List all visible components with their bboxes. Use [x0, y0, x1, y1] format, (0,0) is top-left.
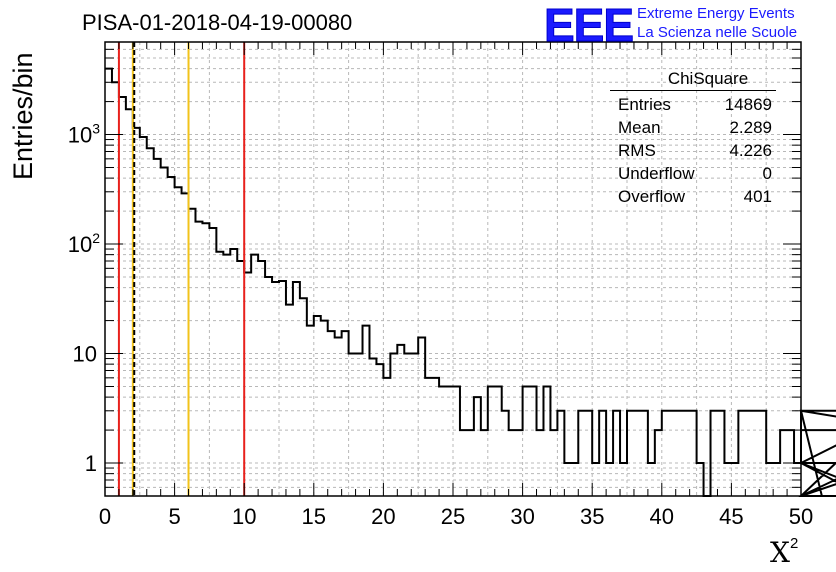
x-tick-label: 0	[99, 504, 111, 529]
stats-label: Overflow	[618, 187, 686, 206]
x-axis-label-superscript: 2	[789, 534, 799, 552]
logo-line-1: Extreme Energy Events	[637, 5, 795, 22]
stats-title: ChiSquare	[667, 69, 749, 88]
stats-label: Underflow	[618, 164, 695, 183]
stats-row-underflow: Underflow 0	[610, 162, 776, 185]
x-tick-label: 45	[719, 504, 743, 529]
x-tick-label: 25	[441, 504, 465, 529]
x-axis-label: X2	[770, 534, 799, 569]
x-tick-label: 15	[302, 504, 326, 529]
x-tick-label: 40	[650, 504, 674, 529]
logo-mark: EEE	[543, 0, 634, 52]
stats-row-mean: Mean 2.289	[610, 116, 776, 139]
stats-rows: Entries 14869 Mean 2.289 RMS 4.226 Underflow 0 O…	[610, 93, 776, 208]
stats-value: 0	[762, 164, 772, 183]
stats-label: Entries	[618, 95, 671, 114]
y-tick-label: 102	[68, 230, 100, 257]
stats-value: 4.226	[729, 141, 772, 160]
stats-box: ChiSquare Entries 14869 Mean 2.289 RMS 4.226 U…	[610, 68, 776, 208]
chart-title: PISA-01-2018-04-19-00080	[82, 10, 353, 35]
y-axis-label: Entries/bin	[8, 52, 38, 180]
stats-label: RMS	[618, 141, 656, 160]
stats-row-entries: Entries 14869	[610, 93, 776, 116]
x-tick-label: 50	[789, 504, 813, 529]
x-tick-label: 10	[232, 504, 256, 529]
stats-row-overflow: Overflow 401	[610, 185, 776, 208]
stats-value: 401	[743, 187, 772, 206]
y-tick-label: 1	[85, 451, 97, 476]
y-tick-label: 10	[73, 342, 97, 367]
y-tick-label: 103	[68, 121, 100, 148]
stats-row-rms: RMS 4.226	[610, 139, 776, 162]
x-tick-label: 5	[168, 504, 180, 529]
stats-label: Mean	[618, 118, 661, 137]
logo-line-2: La Scienza nelle Scuole	[637, 24, 798, 41]
x-tick-label: 35	[580, 504, 604, 529]
stats-value: 14869	[724, 95, 772, 114]
x-tick-label: 20	[371, 504, 395, 529]
stats-rule	[610, 90, 776, 91]
x-axis-label-base: X	[770, 536, 790, 569]
x-tick-label: 30	[510, 504, 534, 529]
stats-value: 2.289	[729, 118, 772, 137]
